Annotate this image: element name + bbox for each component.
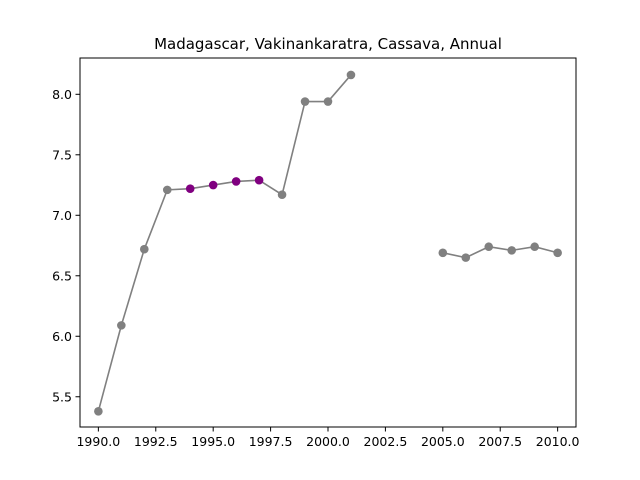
series-layer xyxy=(94,70,562,416)
y-tick-label: 6.5 xyxy=(52,268,72,283)
x-tick-label: 1990.0 xyxy=(76,434,120,449)
x-tick-label: 2000.0 xyxy=(306,434,350,449)
data-point xyxy=(300,97,310,106)
x-axis: 1990.0 1992.5 1995.0 1997.5 2000.0 2002.5 2005… xyxy=(76,427,580,449)
y-tick-label: 6.0 xyxy=(52,329,72,344)
x-tick-label: 2010.0 xyxy=(536,434,580,449)
data-point xyxy=(139,244,149,254)
y-tick-label: 5.5 xyxy=(52,389,72,404)
y-tick-label: 7.0 xyxy=(52,208,72,223)
x-tick-label: 2005.0 xyxy=(421,434,465,449)
x-tick-label: 2002.5 xyxy=(364,434,408,449)
series-line xyxy=(97,74,352,412)
y-axis: 5.5 6.0 6.5 7.0 7.5 8.0 xyxy=(52,87,80,404)
x-tick-label: 1995.0 xyxy=(191,434,235,449)
x-tick-label: 1992.5 xyxy=(134,434,178,449)
data-point xyxy=(323,97,333,106)
series-line xyxy=(442,245,558,259)
x-tick-label: 1997.5 xyxy=(249,434,293,449)
data-point xyxy=(277,190,287,200)
data-point xyxy=(530,242,539,252)
y-tick-label: 8.0 xyxy=(52,87,72,102)
data-point xyxy=(162,185,172,195)
highlighted-data-point xyxy=(208,180,218,190)
data-point xyxy=(346,70,356,80)
plot-frame xyxy=(79,57,577,428)
highlighted-data-point xyxy=(231,177,241,186)
x-tick-label: 2007.5 xyxy=(478,434,522,449)
highlighted-data-point xyxy=(254,175,264,185)
data-point xyxy=(461,253,471,262)
data-point xyxy=(484,242,494,252)
data-point xyxy=(438,248,448,258)
data-point xyxy=(507,246,517,255)
y-tick-label: 7.5 xyxy=(52,147,72,162)
data-point xyxy=(94,406,103,416)
data-point xyxy=(553,248,562,258)
highlighted-data-point xyxy=(185,184,195,193)
chart-title: Madagascar, Vakinankaratra, Cassava, Ann… xyxy=(154,35,502,53)
data-point xyxy=(117,321,126,330)
